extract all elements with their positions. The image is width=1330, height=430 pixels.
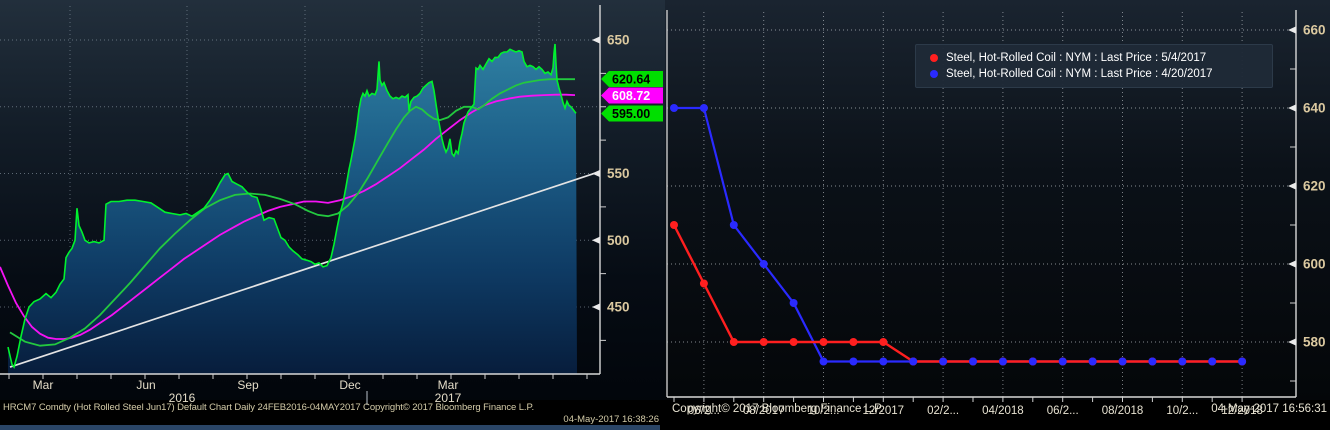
price-line bbox=[7, 43, 577, 369]
y-axis-label: 600 bbox=[1303, 257, 1326, 272]
x-axis-label: 06/2... bbox=[688, 405, 720, 417]
smavg-green-line bbox=[9, 78, 575, 347]
price-area-fill bbox=[8, 44, 577, 374]
red-curve-dot bbox=[819, 338, 828, 346]
price-tag-group: 620.64 608.72 595.00 bbox=[601, 71, 663, 122]
x-axis-year-label: 2017 bbox=[435, 391, 462, 405]
x-axis-month-label: Dec bbox=[339, 378, 360, 392]
y-tick-arrow bbox=[592, 303, 600, 311]
legend-label-red: Steel, Hot-Rolled Coil : NYM : Last Pric… bbox=[946, 52, 1207, 64]
blue-curve-dot bbox=[1178, 357, 1187, 366]
y-tick-arrow bbox=[1288, 338, 1296, 346]
blue-curve-dot bbox=[670, 104, 678, 112]
x-axis-label: 10/2... bbox=[1166, 405, 1198, 417]
y-axis-label: 580 bbox=[1303, 335, 1326, 350]
x-axis-month-label: Jun bbox=[136, 378, 155, 392]
y-axis-label: 620 bbox=[1303, 179, 1326, 194]
x-axis-label: 12/2018 bbox=[1221, 405, 1263, 417]
left-chart-panel: 650 550 500 450 Mar Jun Sep Dec Mar 2016 2017 620.… bbox=[0, 0, 665, 430]
y-tick-arrow bbox=[1288, 182, 1296, 190]
right-chart-timestamp: 04-May-2017 16:56:31 bbox=[1211, 403, 1327, 415]
red-curve-line bbox=[672, 224, 1243, 363]
left-price-chart: 650 550 500 450 Mar Jun Sep Dec Mar 2016 2017 620.… bbox=[0, 0, 665, 430]
blue-curve-dot bbox=[819, 357, 828, 366]
x-axis-label: 08/2017 bbox=[743, 405, 785, 417]
x-axis-month-label: Mar bbox=[33, 378, 54, 392]
blue-curve-dot bbox=[729, 221, 738, 229]
price-tag-magenta-label: 608.72 bbox=[612, 89, 650, 103]
y-tick-arrow bbox=[1288, 26, 1296, 34]
x-axis-label: 04/2018 bbox=[982, 405, 1024, 417]
legend-dot-red-icon bbox=[930, 54, 938, 62]
trendline bbox=[9, 171, 599, 368]
red-curve-dot bbox=[699, 279, 708, 288]
red-curve-dot bbox=[849, 338, 858, 346]
blue-curve-dot bbox=[789, 299, 798, 307]
blue-curve-dot bbox=[699, 104, 708, 112]
right-chart-copyright: Copyright© 2017 Bloomberg Finance L.P. bbox=[672, 403, 884, 415]
x-axis-label: 08/2018 bbox=[1102, 405, 1144, 417]
x-axis-month-label: Mar bbox=[438, 378, 459, 392]
x-axis-label: 10/2... bbox=[808, 405, 840, 417]
y-axis-label: 500 bbox=[607, 233, 630, 248]
legend-row-blue[interactable]: Steel, Hot-Rolled Coil : NYM : Last Pric… bbox=[930, 66, 1272, 82]
left-bottom-bar bbox=[0, 425, 660, 430]
red-curve-dot bbox=[759, 338, 768, 346]
y-tick-arrow bbox=[592, 169, 600, 178]
blue-curve-dot bbox=[1028, 357, 1037, 366]
legend-row-red[interactable]: Steel, Hot-Rolled Coil : NYM : Last Pric… bbox=[930, 50, 1272, 66]
price-tag-green-lower bbox=[601, 105, 663, 122]
legend-dot-blue-icon bbox=[930, 70, 938, 78]
x-axis-month-label: Sep bbox=[237, 378, 259, 392]
y-axis-label: 640 bbox=[1303, 101, 1326, 116]
x-axis-label: 02/2... bbox=[927, 405, 959, 417]
x-axis-label: 12/2017 bbox=[863, 405, 905, 417]
y-axis-label: 550 bbox=[607, 166, 630, 181]
x-axis-year-label: 2016 bbox=[169, 391, 196, 405]
blue-curve-dot bbox=[939, 357, 948, 366]
price-tag-magenta bbox=[601, 87, 663, 104]
legend-label-blue: Steel, Hot-Rolled Coil : NYM : Last Pric… bbox=[946, 68, 1213, 80]
blue-curve-dot bbox=[759, 260, 768, 268]
red-curve-dot bbox=[729, 338, 738, 346]
left-chart-footer: HRCM7 Comdty (Hot Rolled Steel Jun17) De… bbox=[3, 402, 535, 413]
blue-curve-dot bbox=[1148, 357, 1157, 366]
price-tag-green-upper bbox=[601, 71, 663, 87]
red-curve-dot bbox=[789, 338, 798, 346]
red-curve-dot bbox=[670, 221, 678, 229]
right-chart-panel: 660 640 620 600 580 06/2... 08/2017 10/2... 12/2… bbox=[665, 0, 1330, 430]
blue-curve-dot bbox=[1238, 357, 1247, 366]
y-axis-label: 650 bbox=[607, 33, 630, 48]
blue-curve-dot bbox=[909, 357, 918, 366]
red-curve-dot bbox=[879, 338, 888, 346]
chart-legend: Steel, Hot-Rolled Coil : NYM : Last Pric… bbox=[915, 44, 1273, 88]
blue-curve-dot bbox=[1088, 357, 1097, 366]
blue-curve-dot bbox=[1058, 357, 1067, 366]
blue-curve-dot bbox=[849, 357, 858, 366]
y-axis-label: 450 bbox=[607, 300, 630, 315]
blue-curve-dot bbox=[969, 357, 977, 366]
x-axis-label: 06/2... bbox=[1047, 405, 1079, 417]
y-tick-arrow bbox=[592, 36, 600, 44]
y-axis-label: 660 bbox=[1303, 23, 1326, 38]
left-chart-timestamp: 04-May-2017 16:38:26 bbox=[563, 414, 659, 425]
blue-curve-dot bbox=[1118, 357, 1127, 366]
y-tick-arrow bbox=[1288, 260, 1296, 268]
blue-curve-dot bbox=[998, 357, 1007, 366]
price-tag-green-upper-label: 620.64 bbox=[612, 73, 650, 87]
price-tag-green-lower-label: 595.00 bbox=[612, 107, 650, 121]
y-tick-arrow bbox=[592, 236, 600, 244]
y-tick-arrow bbox=[1288, 104, 1296, 112]
blue-curve-dot bbox=[879, 357, 888, 366]
blue-curve-dot bbox=[1208, 357, 1217, 366]
